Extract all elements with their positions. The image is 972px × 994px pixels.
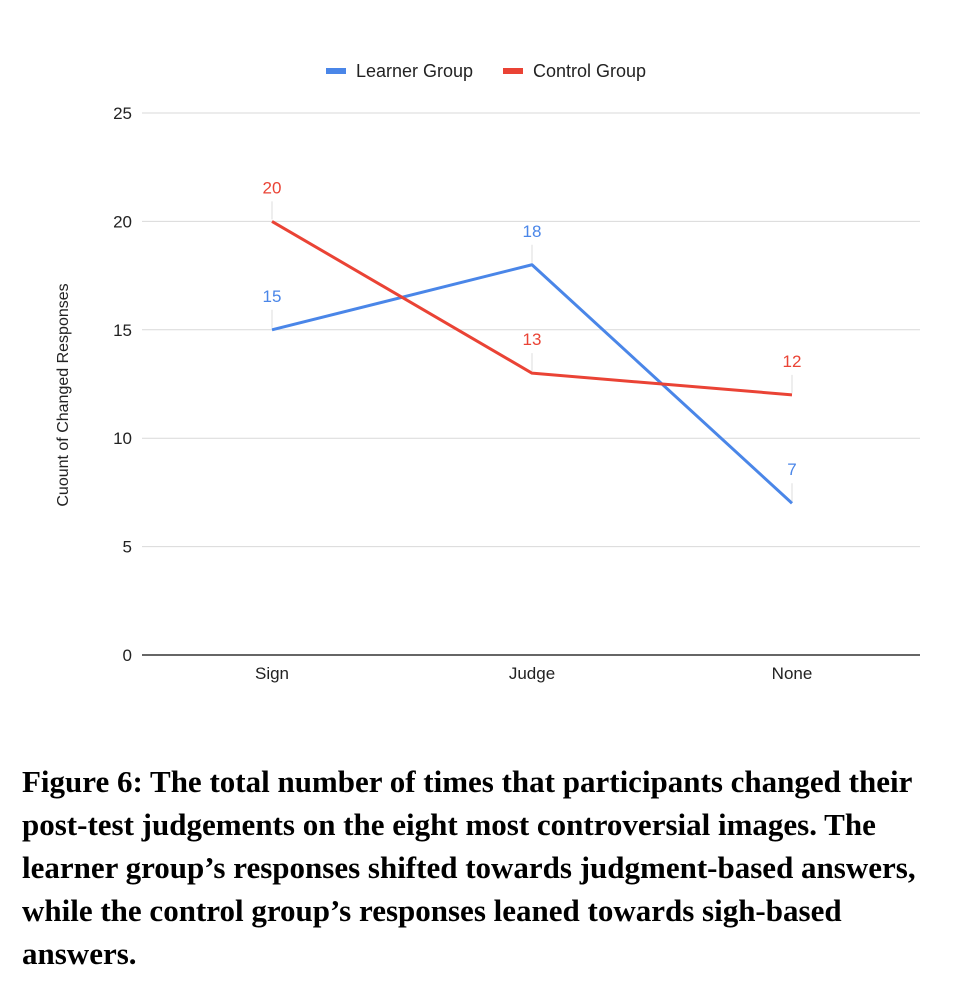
data-label: 18: [523, 222, 542, 241]
y-tick-label: 10: [113, 429, 132, 448]
data-label: 7: [787, 460, 796, 479]
x-tick-label: Sign: [255, 664, 289, 683]
legend-label: Learner Group: [356, 61, 473, 81]
y-tick-label: 20: [113, 212, 132, 231]
y-tick-label: 0: [123, 646, 132, 665]
gridlines: [142, 112, 920, 656]
legend-label: Control Group: [533, 61, 646, 81]
y-tick-label: 15: [113, 321, 132, 340]
x-tick-label: None: [772, 664, 813, 683]
legend-swatch: [503, 68, 523, 74]
series-line: [271, 220, 793, 397]
data-labels: 15 18 7 20 13 12: [263, 178, 802, 502]
y-axis-ticks: 0 5 10 15 20 25: [113, 104, 132, 665]
data-label: 13: [523, 330, 542, 349]
data-label: 15: [263, 287, 282, 306]
data-label: 20: [263, 178, 282, 197]
legend-swatch: [326, 68, 346, 74]
series: [271, 220, 794, 505]
legend: Learner Group Control Group: [326, 61, 646, 81]
y-tick-label: 5: [123, 538, 132, 557]
y-tick-label: 25: [113, 104, 132, 123]
chart-area: 0 5 10 15 20 25 Sign Judge None Cuount of Chang…: [55, 61, 920, 683]
data-label: 12: [783, 352, 802, 371]
x-tick-label: Judge: [509, 664, 555, 683]
series-line: [271, 263, 794, 505]
line-chart: 0 5 10 15 20 25 Sign Judge None Cuount of Chang…: [55, 61, 920, 683]
figure-caption: Figure 6: The total number of times that…: [22, 764, 916, 971]
x-axis-ticks: Sign Judge None: [255, 664, 812, 683]
y-axis-title: Cuount of Changed Responses: [55, 283, 72, 506]
